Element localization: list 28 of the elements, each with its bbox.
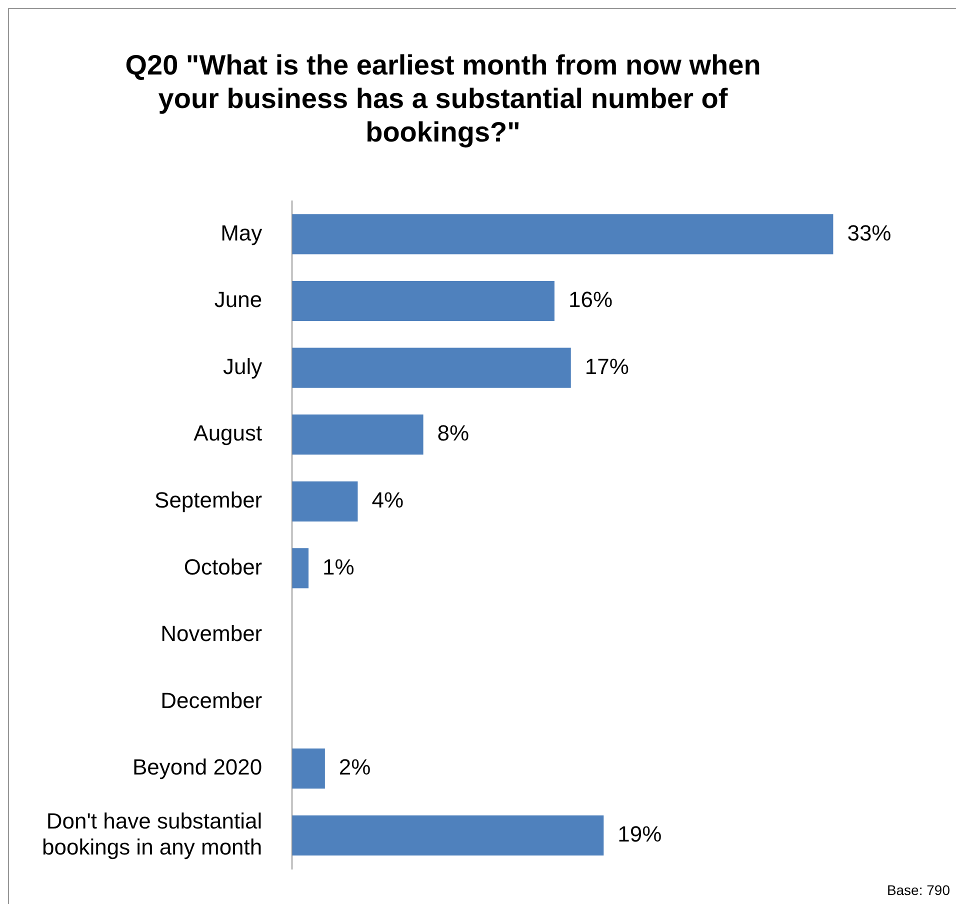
bar	[292, 815, 604, 856]
y-tick-label: Don't have substantial bookings in any month	[42, 808, 262, 860]
bar	[292, 348, 571, 388]
y-tick-label: July	[223, 354, 262, 379]
data-label: 16%	[568, 287, 613, 312]
y-tick-label: November	[160, 621, 262, 646]
y-tick-label: September	[154, 487, 262, 512]
data-label: 2%	[338, 754, 371, 780]
y-tick-label: August	[194, 420, 262, 446]
data-label: 17%	[584, 354, 629, 379]
y-tick-label: June	[214, 287, 262, 312]
chart-title: Q20 "What is the earliest month from now when your business has a substantial number of bookings?"	[125, 50, 761, 148]
data-label: 19%	[618, 821, 662, 846]
y-tick-label: October	[184, 554, 262, 580]
bar	[292, 280, 554, 322]
bar	[292, 414, 424, 455]
bar	[292, 481, 358, 522]
data-label: 33%	[847, 220, 892, 246]
bar	[292, 214, 834, 254]
y-tick-label: December	[160, 688, 262, 713]
data-label: 1%	[322, 554, 354, 580]
y-tick-label: Beyond 2020	[132, 754, 262, 780]
y-tick-label: May	[220, 220, 262, 246]
bar	[292, 748, 325, 789]
text: Base: 790	[886, 882, 950, 898]
data-label: 4%	[372, 487, 404, 512]
bar	[292, 548, 309, 588]
data-label: 8%	[437, 420, 470, 446]
